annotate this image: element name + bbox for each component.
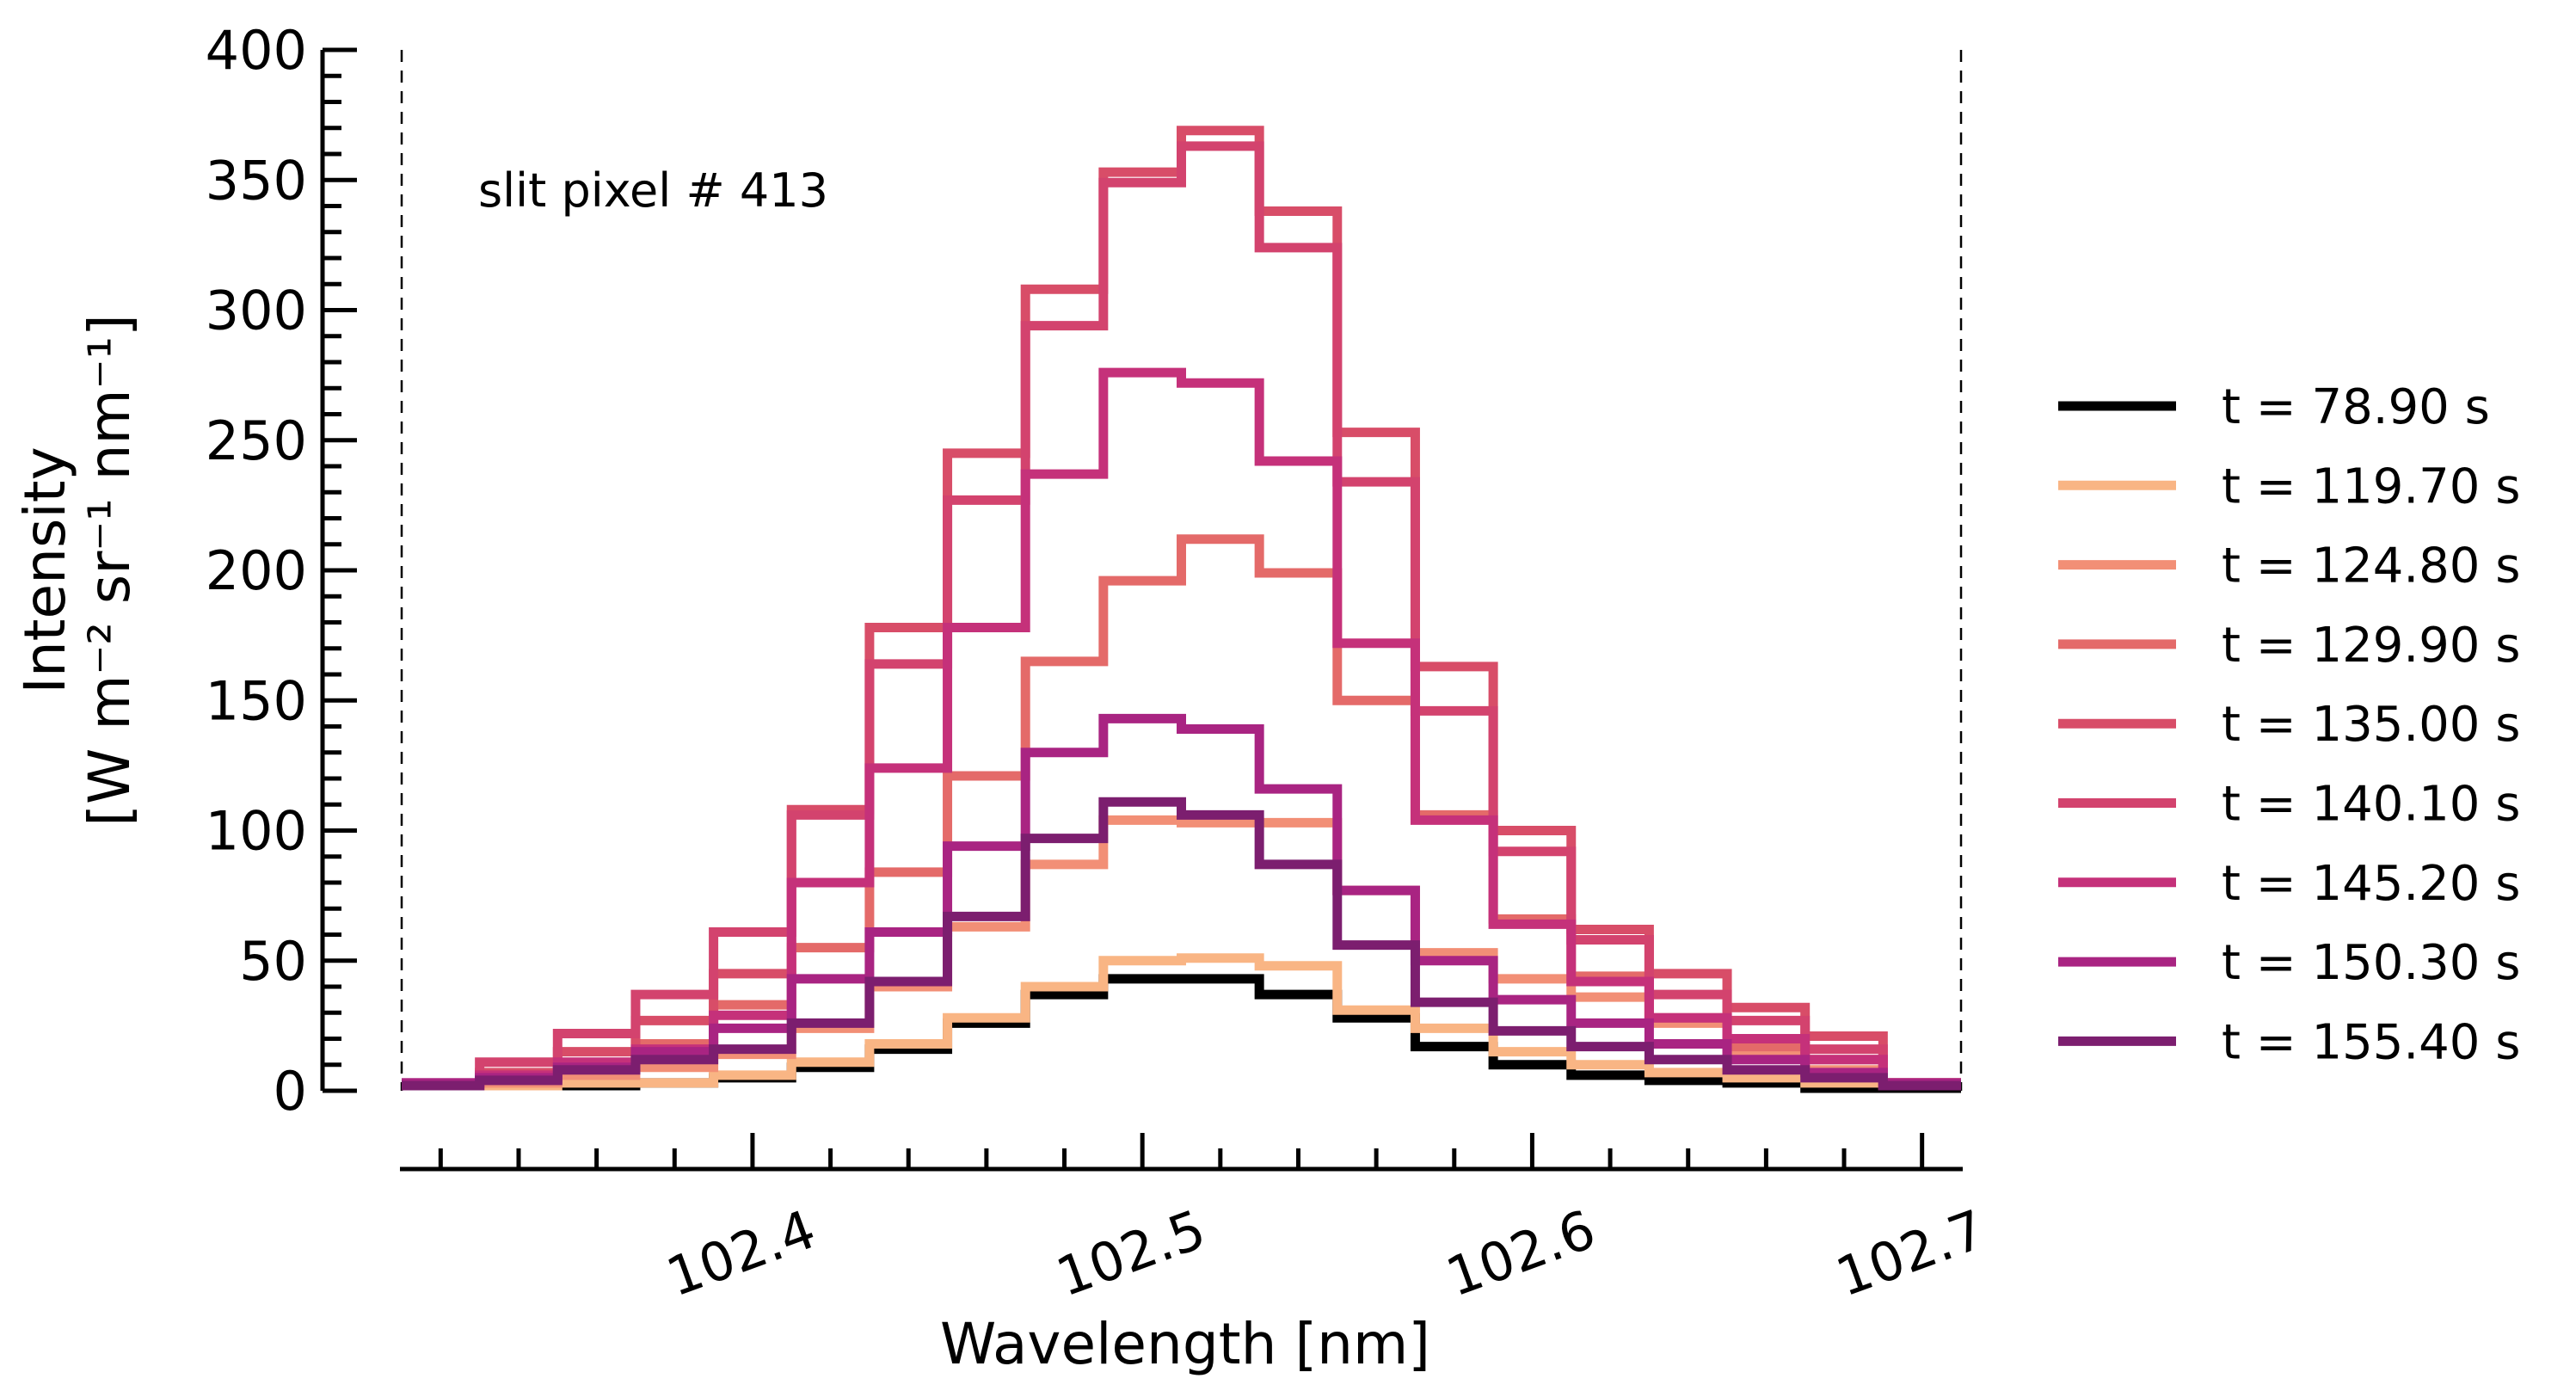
x-tick-label: 102.4 [659, 1197, 824, 1308]
legend: t = 78.90 s t = 119.70 s t = 124.80 s t = 1… [2058, 379, 2520, 1070]
x-axis-label: Wavelength [nm] [940, 1311, 1430, 1377]
y-axis: 0 50 100 150 200 250 300 350 400 [206, 19, 357, 1123]
y-tick-label: 300 [206, 280, 307, 342]
legend-entry-label: t = 124.80 s [2222, 538, 2520, 594]
legend-entry-label: t = 119.70 s [2222, 458, 2520, 514]
y-tick-label: 0 [274, 1060, 307, 1123]
series-layer [402, 126, 1961, 1093]
series-line-2 [402, 953, 1961, 1091]
legend-entry-label: t = 135.00 s [2222, 697, 2520, 753]
y-tick-label: 200 [206, 539, 307, 602]
y-axis-label: Intensity[W m⁻² sr⁻¹ nm⁻¹] [12, 314, 143, 827]
legend-entry-label: t = 78.90 s [2222, 379, 2490, 435]
series-line-5 [402, 126, 1961, 1091]
x-tick-label: 102.5 [1048, 1197, 1214, 1308]
legend-entry-label: t = 150.30 s [2222, 935, 2520, 991]
x-tick-label: 102.7 [1828, 1197, 1993, 1308]
vertical-guide-lines [400, 50, 1963, 1091]
x-tick-label: 102.6 [1438, 1197, 1603, 1308]
y-tick-label: 350 [206, 149, 307, 212]
y-tick-label: 400 [206, 19, 307, 82]
legend-entry-label: t = 155.40 s [2222, 1014, 2520, 1070]
series-line-9 [402, 797, 1961, 1091]
y-axis-label-line-1: Intensity [12, 446, 78, 693]
y-tick-label: 150 [206, 669, 307, 732]
series-line-3 [402, 815, 1961, 1091]
slit-pixel-annotation: slit pixel # 413 [478, 163, 828, 218]
y-tick-label: 250 [206, 409, 307, 472]
series-line-8 [402, 713, 1961, 1088]
legend-entry-label: t = 140.10 s [2222, 777, 2520, 833]
y-tick-label: 100 [206, 800, 307, 863]
x-axis: 102.4 102.5 102.6 102.7 [400, 1133, 1993, 1308]
legend-entry-label: t = 145.20 s [2222, 856, 2520, 912]
y-axis-label-line-2: [W m⁻² sr⁻¹ nm⁻¹] [77, 314, 143, 827]
series-line-6 [402, 141, 1961, 1091]
legend-entry-label: t = 129.90 s [2222, 618, 2520, 674]
y-tick-label: 50 [239, 930, 307, 993]
